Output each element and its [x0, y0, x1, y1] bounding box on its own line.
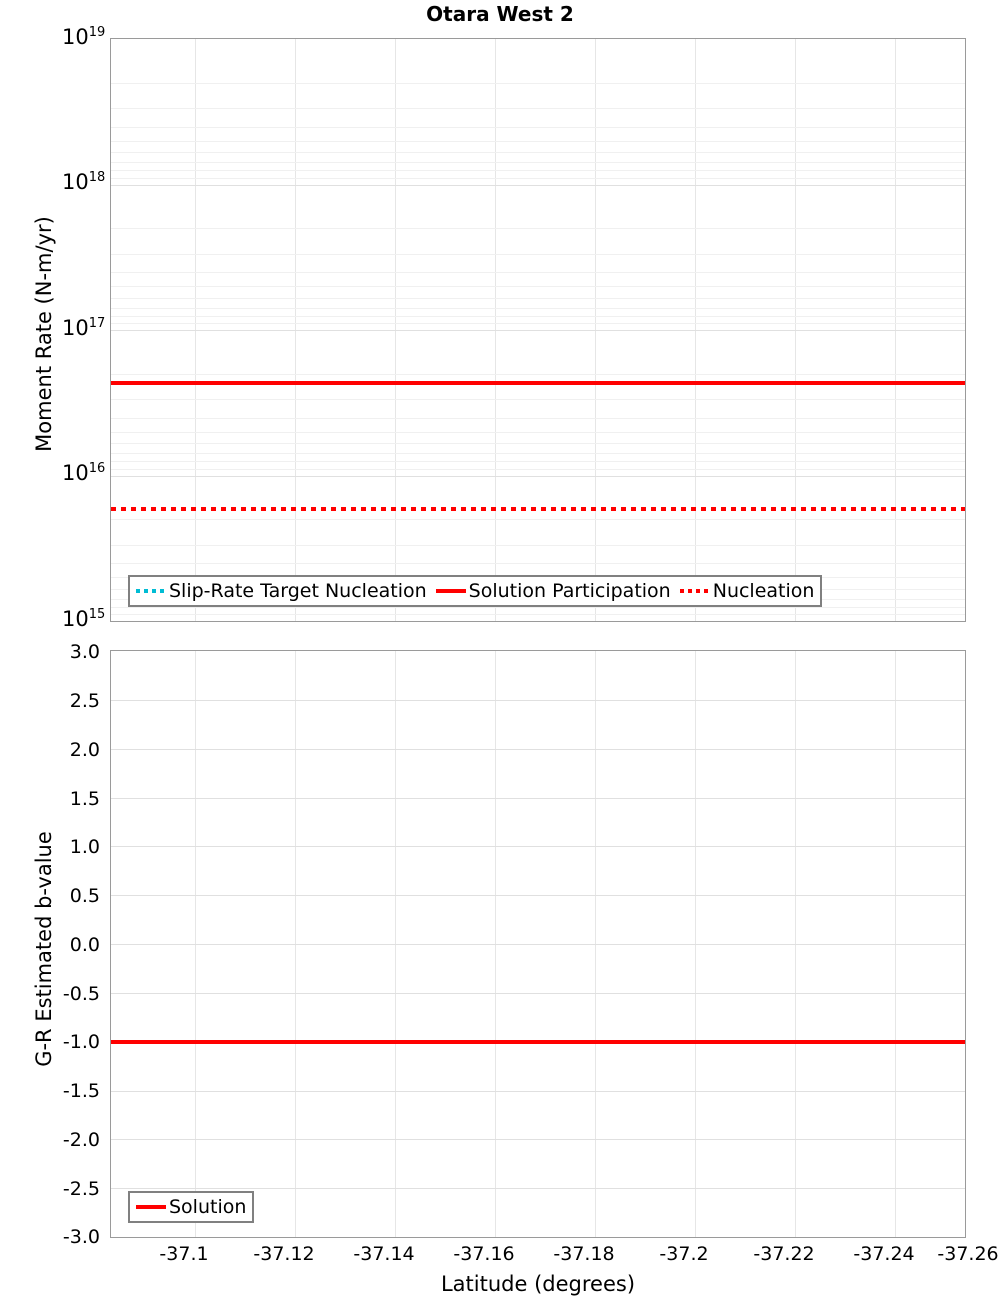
y-axis-label-moment-rate: Moment Rate (N-m/yr) — [32, 216, 56, 452]
gridline-horizontal-major — [111, 1188, 965, 1190]
gridline-horizontal-major — [111, 1090, 965, 1092]
gridline-horizontal-minor — [111, 162, 965, 163]
gridline-horizontal-minor — [111, 286, 965, 288]
xtick-lat-8: -37.24 — [853, 1243, 915, 1265]
ytick-bvalue-neg2-0: -2.0 — [62, 1129, 100, 1151]
gridline-horizontal-minor — [111, 170, 965, 172]
ytick-bvalue-neg1-0: -1.0 — [62, 1031, 100, 1053]
ytick-moment-rate-1e17: 1017 — [62, 316, 106, 340]
ytick-bvalue-neg3-0: -3.0 — [62, 1226, 100, 1248]
gridline-horizontal-major — [111, 748, 965, 750]
ytick-bvalue-1-0: 1.0 — [69, 836, 100, 858]
gridline-horizontal-major — [111, 1139, 965, 1141]
legend-entry-slip-rate-target-nucleation[interactable]: Slip-Rate Target Nucleation — [136, 579, 436, 602]
bvalue-plot-area — [110, 650, 966, 1238]
ytick-bvalue-neg0-5: -0.5 — [62, 983, 100, 1005]
gridline-horizontal-major — [111, 184, 965, 186]
legend-swatch-dotted-cyan-icon — [136, 589, 166, 593]
gridline-horizontal-minor — [111, 272, 965, 274]
legend-label-slip-rate-target-nucleation: Slip-Rate Target Nucleation — [169, 579, 427, 602]
legend-label-solution-participation: Solution Participation — [468, 579, 671, 602]
legend-bvalue[interactable]: Solution — [128, 1191, 255, 1223]
gridline-horizontal-minor — [111, 431, 965, 433]
gridline-horizontal-minor — [111, 373, 965, 375]
gridline-horizontal-minor — [111, 177, 965, 179]
ytick-bvalue-neg2-5: -2.5 — [62, 1178, 100, 1200]
gridline-horizontal-minor — [111, 253, 965, 255]
gridline-horizontal-minor — [111, 323, 965, 325]
gridline-horizontal-minor — [111, 519, 965, 521]
gridline-horizontal-minor — [111, 443, 965, 445]
legend-label-solution: Solution — [169, 1195, 247, 1218]
gridline-horizontal-major — [111, 846, 965, 848]
legend-moment-rate[interactable]: Slip-Rate Target Nucleation Solution Par… — [128, 575, 823, 607]
series-line-solution — [111, 1039, 965, 1044]
ytick-bvalue-0-0: 0.0 — [69, 934, 100, 956]
gridline-horizontal-minor — [111, 563, 965, 565]
gridline-horizontal-minor — [111, 315, 965, 317]
gridline-horizontal-minor — [111, 307, 965, 309]
y-axis-label-bvalue: G-R Estimated b-value — [32, 831, 56, 1067]
xtick-lat-6: -37.2 — [659, 1243, 709, 1265]
ytick-bvalue-neg1-5: -1.5 — [62, 1080, 100, 1102]
gridline-horizontal-minor — [111, 417, 965, 419]
xtick-lat-2: -37.12 — [253, 1243, 315, 1265]
xtick-lat-5: -37.18 — [553, 1243, 615, 1265]
legend-entry-solution-participation[interactable]: Solution Participation — [435, 579, 680, 602]
gridline-horizontal-minor — [111, 152, 965, 154]
gridline-horizontal-minor — [111, 544, 965, 546]
gridline-horizontal-minor — [111, 108, 965, 110]
ytick-bvalue-2-5: 2.5 — [69, 690, 100, 712]
xtick-lat-9: -37.26 — [937, 1243, 999, 1265]
gridline-horizontal-major — [111, 895, 965, 897]
gridline-horizontal-major — [111, 699, 965, 701]
series-line-nucleation — [111, 507, 965, 511]
gridline-horizontal-minor — [111, 606, 965, 608]
legend-swatch-solid-red-icon — [435, 589, 466, 593]
xtick-lat-7: -37.22 — [753, 1243, 815, 1265]
gridline-horizontal-minor — [111, 297, 965, 299]
series-line-solution-participation — [111, 381, 965, 385]
moment-rate-plot-area — [110, 38, 966, 622]
ytick-bvalue-2-0: 2.0 — [69, 739, 100, 761]
gridline-horizontal-minor — [111, 453, 965, 454]
gridline-horizontal-major — [111, 992, 965, 994]
gridline-horizontal-minor — [111, 614, 965, 616]
gridline-horizontal-minor — [111, 82, 965, 84]
legend-swatch-dotted-red-icon — [679, 589, 710, 593]
gridline-horizontal-minor — [111, 461, 965, 463]
gridline-horizontal-major — [111, 797, 965, 799]
ytick-bvalue-1-5: 1.5 — [69, 788, 100, 810]
ytick-moment-rate-1e16: 1016 — [62, 461, 106, 485]
ytick-moment-rate-1e18: 1018 — [62, 170, 106, 194]
ytick-bvalue-0-5: 0.5 — [69, 885, 100, 907]
gridline-horizontal-minor — [111, 228, 965, 230]
legend-entry-solution[interactable]: Solution — [136, 1195, 247, 1218]
ytick-moment-rate-1e15: 1015 — [62, 607, 106, 631]
gridline-horizontal-minor — [111, 468, 965, 470]
gridline-horizontal-major — [111, 330, 965, 331]
legend-label-nucleation: Nucleation — [712, 579, 815, 602]
legend-entry-nucleation[interactable]: Nucleation — [679, 579, 815, 602]
gridline-horizontal-major — [111, 475, 965, 477]
page-title: Otara West 2 — [426, 2, 574, 26]
x-axis-label-latitude: Latitude (degrees) — [440, 1272, 636, 1296]
gridline-horizontal-minor — [111, 140, 965, 142]
xtick-lat-1: -37.1 — [159, 1243, 209, 1265]
xtick-lat-4: -37.16 — [453, 1243, 515, 1265]
legend-swatch-solid-red-icon — [136, 1205, 166, 1209]
gridline-horizontal-minor — [111, 126, 965, 128]
gridline-horizontal-major — [111, 944, 965, 945]
ytick-moment-rate-1e19: 1019 — [62, 25, 106, 49]
gridline-horizontal-minor — [111, 399, 965, 401]
ytick-bvalue-3-0: 3.0 — [69, 641, 100, 663]
xtick-lat-3: -37.14 — [353, 1243, 415, 1265]
